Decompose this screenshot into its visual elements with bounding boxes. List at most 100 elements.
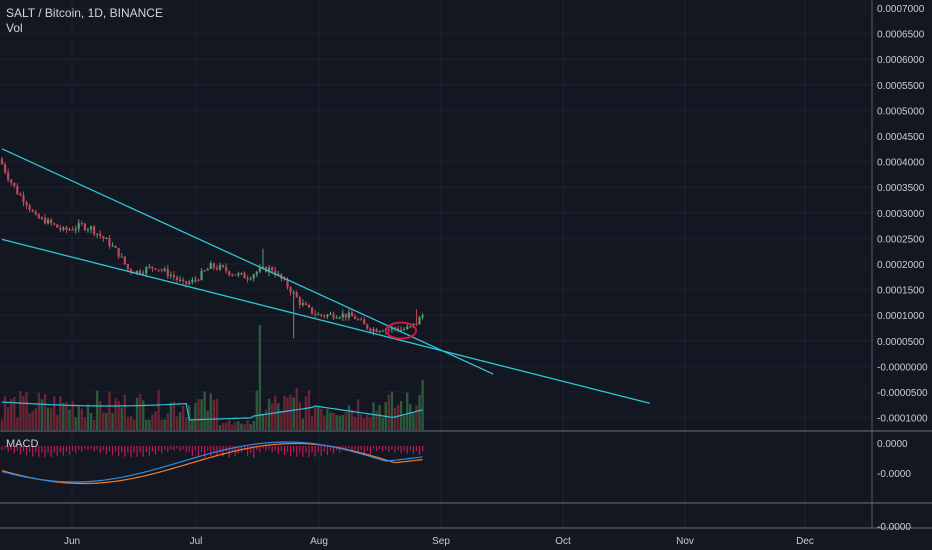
price-tick-label: -0.0001000 [877,414,928,425]
candle-body [74,228,77,231]
volume-bar [197,398,200,430]
price-axis-labels: 0.0007000 0.0006500 0.0006000 0.0005500 0.00… [877,4,928,425]
volume-bar [317,406,320,430]
macd-label: MACD [6,438,39,450]
price-tick-label: -0.0000000 [877,362,928,373]
volume-bar [181,405,185,430]
candle-body [142,273,145,275]
candle-body [326,314,329,317]
volume-bar [13,397,16,430]
volume-bar [301,418,305,430]
candle-body [255,271,258,275]
annotation-ellipse [385,321,418,340]
volume-bar [409,404,412,430]
grid [0,0,872,528]
candle-body [139,270,142,274]
trendline [1,148,494,375]
volume-bar [332,412,335,430]
volume-bar [132,419,136,430]
volume-bar [369,417,372,430]
volume-bar [71,401,74,430]
volume-bar [280,411,283,430]
volume-bar [295,388,298,430]
volume-bar [102,412,105,430]
volume-bar [52,396,56,430]
candle-body [102,236,105,239]
candle-body [16,186,19,195]
candle-body [37,214,40,219]
volume-bar [0,419,4,430]
volume-bar [221,422,225,430]
volume-bar [46,407,50,430]
volume-bar [37,392,41,430]
candle-body [304,303,308,305]
volume-bar [40,399,44,430]
volume-bar [277,403,280,430]
candle-body [126,264,129,270]
macd-tick-label: -0.0000 [877,522,911,533]
volume-bar [16,417,19,430]
candle-body [77,223,80,229]
volume-bar [234,421,237,430]
volume-bar [142,400,145,430]
candle-body [221,265,225,267]
volume-bar [191,419,194,430]
price-tick-label: 0.0002500 [877,234,925,245]
candle-body [10,179,13,183]
volume-bar [123,394,126,430]
volume-bar [154,411,157,430]
candle-body [252,274,255,279]
volume-bar [68,409,71,430]
volume-bar [108,391,111,430]
volume-bar [372,402,375,430]
volume-bar [185,417,188,430]
candle-body [135,270,139,274]
volume-bar [80,408,84,430]
volume-bar [289,394,292,430]
volume-bar [353,416,357,430]
candle-body [212,263,215,268]
candle-body [194,279,197,281]
volume-bar [264,409,268,430]
candle-body [108,238,111,246]
volume-bar [22,396,25,430]
volume-bar [243,424,246,430]
volume-bar [172,401,176,430]
price-tick-label: 0.0003500 [877,183,925,194]
candle-body [310,307,314,314]
volume-bar [148,419,151,430]
volume-bar [145,419,148,430]
price-tick-label: -0.0000500 [877,388,928,399]
candle-body [249,278,252,280]
volume-bar [231,424,234,430]
candle-body [347,312,351,318]
volume-bar [62,402,65,430]
candle-body [182,279,185,281]
candle-body [151,266,154,269]
volume-bar [240,423,243,430]
volume-bar [138,393,142,430]
volume-bar [209,393,212,430]
volume-bar [99,401,102,430]
price-tick-label: 0.0001000 [877,311,925,322]
volume-bar [356,399,360,430]
volume-bar [206,410,209,430]
candle-body [28,205,31,210]
candle-body [393,327,397,329]
candle-body [160,269,163,271]
volume-bar [178,412,182,430]
volume-bar [49,408,53,430]
candle-body [56,224,59,228]
candle-body [111,245,114,247]
candle-body [197,279,200,281]
candle-body [277,273,280,275]
volume-bar [3,396,7,430]
candle-body [375,329,378,332]
price-tick-label: 0.0001500 [877,286,925,297]
candle-body [240,272,243,274]
volume-bar [212,400,216,430]
candle-body [381,330,384,332]
candle-body [338,317,341,319]
candle-body [25,202,28,206]
